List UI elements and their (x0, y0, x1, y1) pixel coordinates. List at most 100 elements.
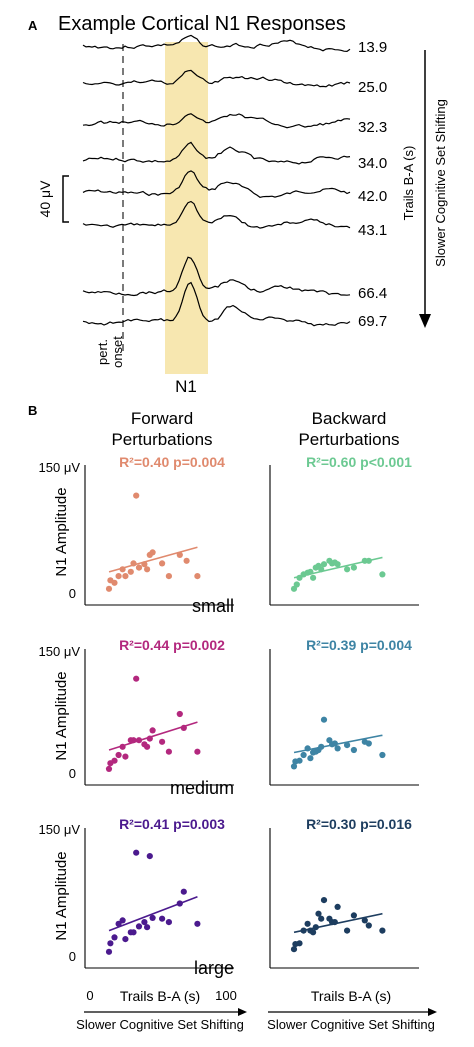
data-point (304, 745, 311, 752)
data-point (115, 573, 122, 580)
erp-trace (82, 281, 351, 327)
data-point (350, 564, 357, 571)
plot-forward-medium (84, 649, 234, 786)
data-point (133, 849, 140, 856)
trails-axis-label: Trails B-A (s) (401, 146, 416, 221)
data-point (144, 743, 151, 750)
trace-label: 32.3 (358, 119, 387, 136)
erp-trace (82, 200, 351, 229)
stat-forward-large: R²=0.41 p=0.003 (119, 816, 225, 832)
data-point (146, 853, 153, 860)
panel-a-label: A (28, 18, 38, 33)
data-point (320, 716, 328, 723)
data-point (105, 585, 113, 592)
x-tick-left-forward: 0 (86, 988, 93, 1003)
trace-label: 43.1 (358, 222, 387, 239)
traces-group (82, 34, 351, 327)
data-point (194, 920, 201, 927)
data-point (350, 912, 357, 919)
data-point (141, 919, 148, 926)
data-point (107, 940, 114, 947)
data-point (144, 566, 151, 573)
erp-trace (82, 141, 351, 165)
x-axis-label-backward: Trails B-A (s) (311, 988, 391, 1004)
y-zero-tick-small: 0 (69, 586, 76, 601)
plot-backward-large (269, 828, 419, 969)
trace-label: 25.0 (358, 79, 387, 96)
data-point (307, 568, 314, 575)
data-point (296, 757, 303, 764)
data-point (176, 710, 183, 718)
data-point (361, 917, 368, 924)
data-point (135, 737, 143, 744)
stat-forward-small: R²=0.40 p=0.004 (119, 454, 225, 470)
x-arrow-head-forward-icon (238, 1008, 247, 1016)
onset-label-line1: pert. (95, 339, 110, 365)
data-point (344, 742, 351, 749)
stat-forward-medium: R²=0.44 p=0.002 (119, 637, 225, 653)
data-point (365, 740, 372, 747)
data-point (334, 903, 341, 911)
data-point (176, 900, 183, 907)
n1-window (165, 42, 208, 374)
y-top-tick-large: 150 μV (39, 822, 81, 837)
data-point (334, 561, 341, 568)
x-axis-label-forward: Trails B-A (s) (120, 988, 200, 1004)
trace-label: 34.0 (358, 155, 387, 172)
data-point (159, 738, 166, 745)
data-point (144, 924, 151, 931)
onset-label-line2: onset (110, 336, 125, 368)
data-point (334, 745, 341, 752)
y-axis-label-large: N1 Amplitude (53, 851, 70, 940)
data-point (290, 946, 298, 953)
trace-labels: 13.9 25.0 32.3 34.0 42.0 43.1 66.4 69.7 (358, 39, 387, 330)
x-sub-label-forward: Slower Cognitive Set Shifting (76, 1017, 244, 1032)
data-point (146, 735, 153, 742)
x-tick-right-forward: 100 (215, 988, 237, 1003)
data-point (296, 940, 303, 947)
data-point (304, 920, 311, 927)
data-point (315, 910, 322, 917)
data-point (149, 727, 156, 734)
data-point (105, 948, 113, 955)
plot-forward-large (84, 828, 234, 969)
data-point (344, 927, 351, 934)
data-point (119, 917, 126, 924)
data-point (344, 566, 351, 573)
data-point (379, 571, 386, 578)
row-label-large: large (194, 958, 234, 978)
stat-backward-small: R²=0.60 p<0.001 (306, 454, 412, 470)
data-point (115, 751, 122, 759)
stat-backward-medium: R²=0.39 p=0.004 (306, 637, 412, 653)
forward-header-1: Forward (131, 409, 193, 428)
data-point (180, 724, 187, 732)
data-point (379, 927, 386, 934)
y-axis-label-small: N1 Amplitude (53, 487, 70, 576)
plot-backward-medium (269, 649, 419, 786)
y-top-tick-small: 150 μV (39, 460, 81, 475)
regression-line (108, 895, 198, 932)
data-point (318, 743, 325, 750)
data-point (111, 934, 118, 941)
arrow-head-icon (419, 314, 431, 328)
backward-header-2: Perturbations (298, 430, 399, 449)
erp-trace (82, 256, 351, 297)
data-point (135, 564, 143, 571)
data-point (194, 748, 201, 755)
forward-header-2: Perturbations (111, 430, 212, 449)
plot-forward-small (84, 465, 234, 606)
y-axis-label-medium: N1 Amplitude (53, 671, 70, 760)
data-point (133, 492, 140, 499)
data-point (307, 755, 314, 762)
data-point (122, 753, 129, 760)
data-point (183, 557, 190, 564)
data-point (111, 579, 118, 586)
data-point (365, 922, 372, 929)
data-point (165, 919, 172, 926)
data-point (300, 927, 307, 934)
data-point (133, 675, 140, 682)
data-point (331, 740, 338, 747)
data-point (130, 737, 137, 744)
scale-bar-label: 40 μV (37, 180, 53, 218)
